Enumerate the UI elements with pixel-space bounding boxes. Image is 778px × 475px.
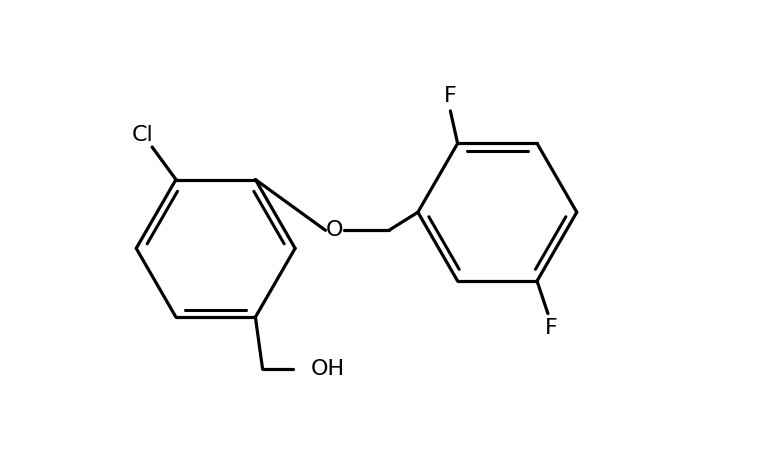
Text: O: O bbox=[326, 220, 344, 240]
Text: OH: OH bbox=[311, 359, 345, 379]
Text: Cl: Cl bbox=[131, 125, 153, 145]
Text: F: F bbox=[545, 318, 558, 338]
Text: F: F bbox=[444, 86, 457, 106]
